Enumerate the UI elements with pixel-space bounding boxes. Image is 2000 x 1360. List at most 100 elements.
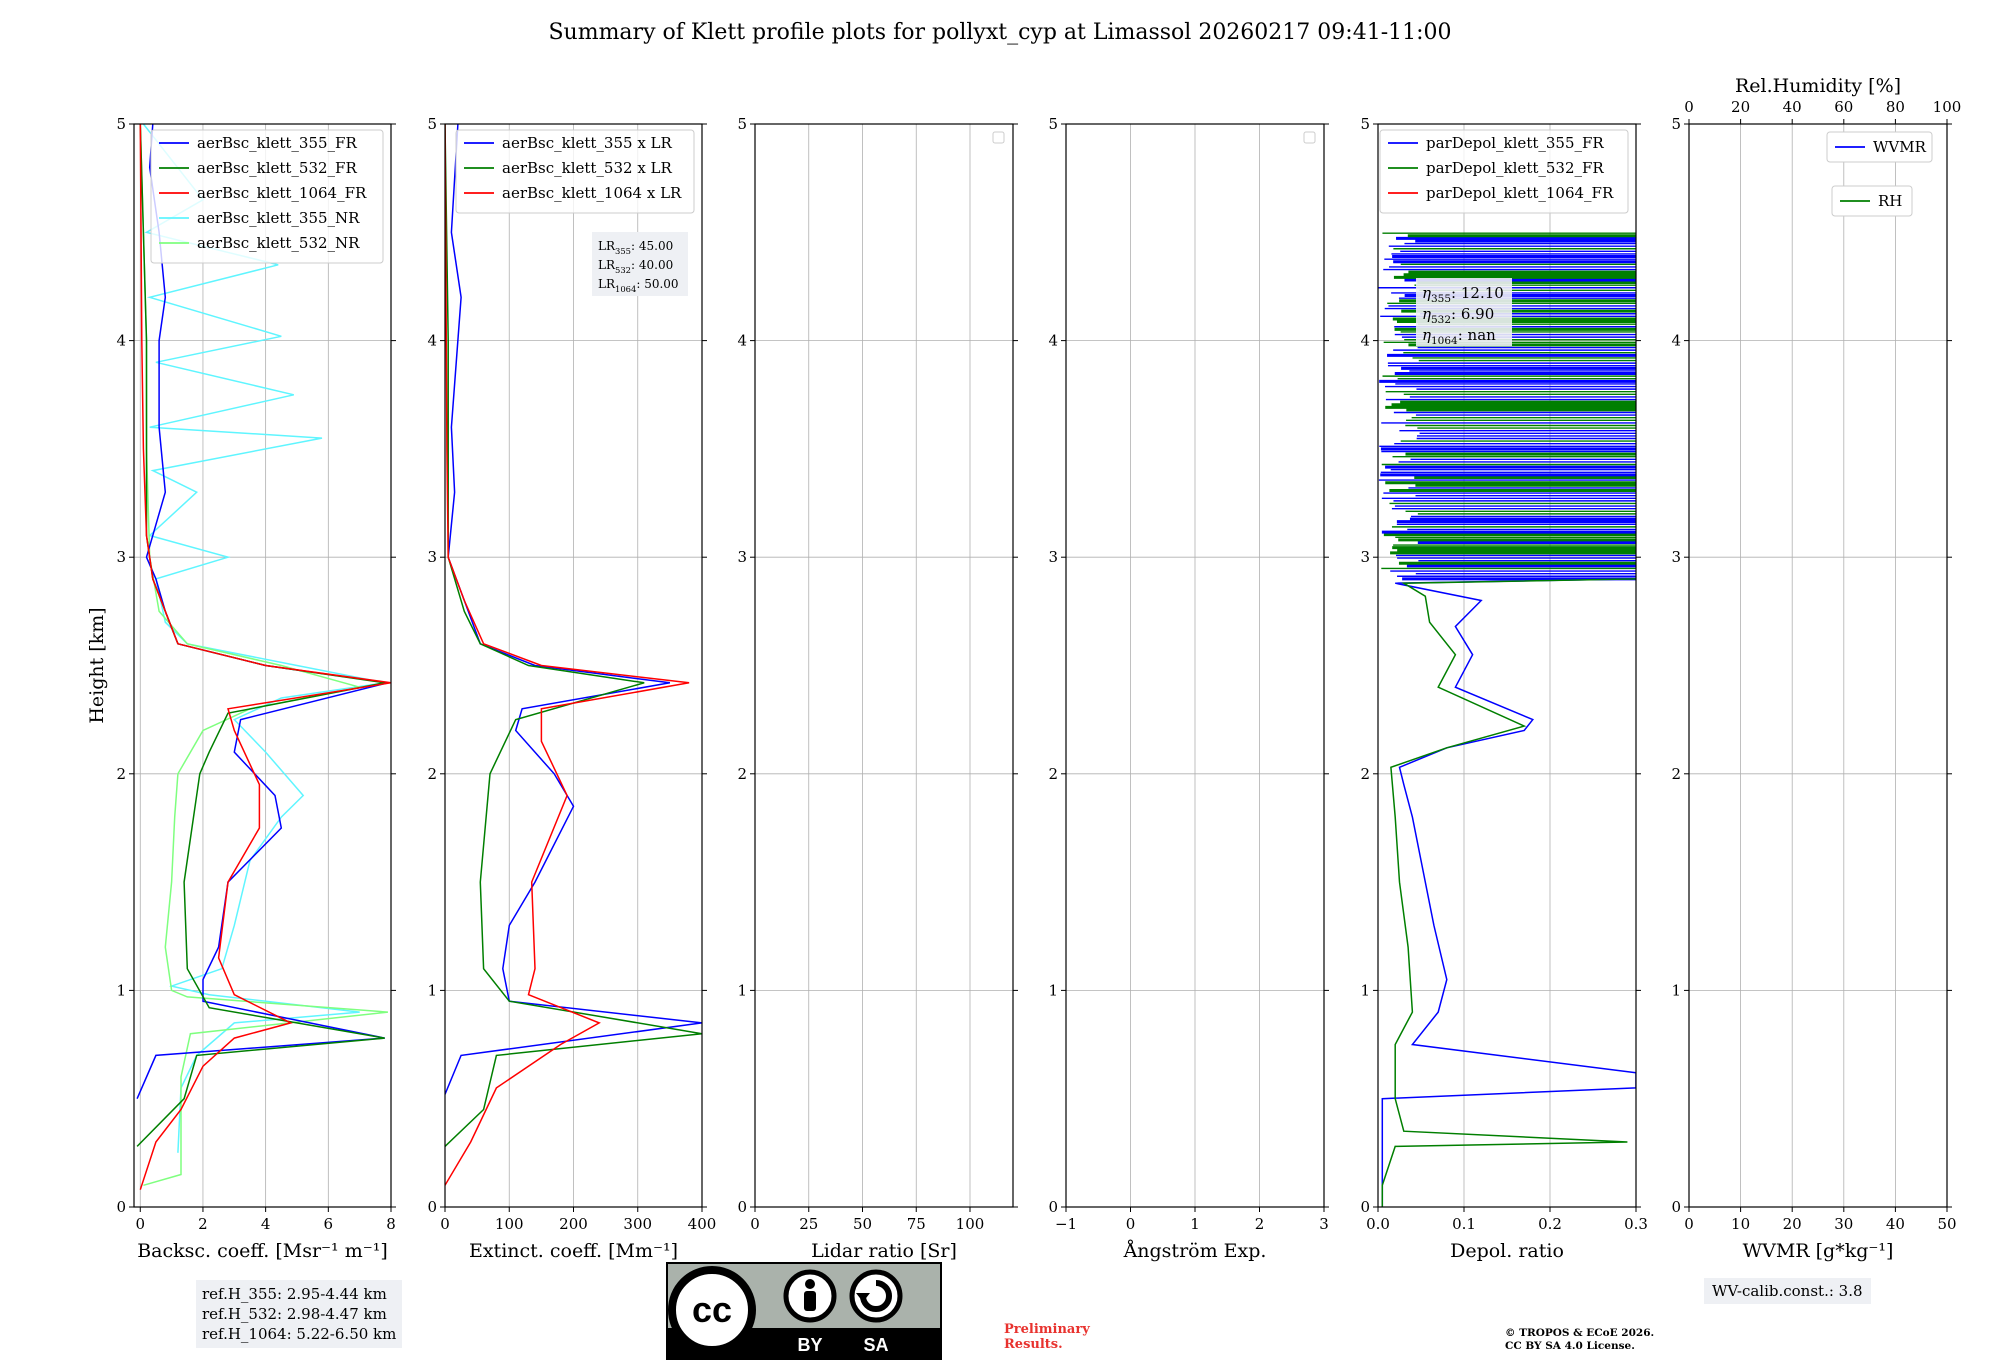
top-x-tick-label: 80	[1886, 98, 1905, 116]
x-tick-label: 50	[1937, 1215, 1956, 1233]
y-tick-label: 1	[116, 981, 126, 999]
x-tick-label: 2	[198, 1215, 208, 1233]
x-tick-label: 0	[135, 1215, 145, 1233]
sa-label: SA	[863, 1335, 888, 1355]
panel-bsc: 0 2 4 6 8 0 1 2 3 4 5 Backsc. coeff. [Msr⁻¹ m⁻¹] Hei…	[86, 115, 396, 1262]
legend-label: aerBsc_klett_355_FR	[197, 134, 357, 152]
copyright-note: © TROPOS & ECoE 2026. CC BY SA 4.0 Licen…	[1505, 1327, 1654, 1353]
x-tick-label: 0.3	[1624, 1215, 1648, 1233]
plot-area	[1378, 232, 1636, 1207]
x-axis-label: Lidar ratio [Sr]	[811, 1240, 957, 1262]
legend-label: WVMR	[1873, 138, 1927, 156]
y-tick-label: 3	[1360, 548, 1370, 566]
x-tick-label: 2	[1255, 1215, 1265, 1233]
legend-box	[1379, 129, 1629, 214]
y-tick-label: 0	[1671, 1198, 1681, 1216]
y-tick-label: 2	[1360, 765, 1370, 783]
x-tick-label: 6	[324, 1215, 334, 1233]
y-tick-label: 1	[1360, 981, 1370, 999]
top-x-tick-label: 40	[1783, 98, 1802, 116]
y-tick-label: 4	[737, 332, 747, 350]
lidar-ratio-value: LR1064: 50.00	[598, 277, 679, 294]
y-tick-label: 4	[116, 332, 126, 350]
preliminary-note: Preliminary Results.	[1004, 1322, 1090, 1352]
x-tick-label: 10	[1731, 1215, 1750, 1233]
x-tick-label: 40	[1886, 1215, 1905, 1233]
wv-calibration-box: WV-calib.const.: 3.8	[1704, 1278, 1871, 1304]
plot-area	[136, 124, 391, 1190]
x-tick-label: 25	[799, 1215, 818, 1233]
x-tick-label: 0.2	[1538, 1215, 1562, 1233]
y-tick-label: 4	[427, 332, 437, 350]
empty-legend-box	[992, 131, 1005, 144]
top-x-tick-label: 20	[1731, 98, 1750, 116]
x-tick-label: 0	[750, 1215, 760, 1233]
legend: aerBsc_klett_355_FR aerBsc_klett_532_FRae…	[150, 129, 384, 264]
legend-box	[1831, 185, 1913, 217]
y-tick-label: 3	[737, 548, 747, 566]
legend-wvmr: WVMR	[1826, 131, 1933, 163]
annotation-box	[592, 232, 688, 296]
axes-frame	[1377, 123, 1637, 1208]
x-axis-label: Depol. ratio	[1450, 1240, 1564, 1262]
x-tick-label: 400	[688, 1215, 717, 1233]
legend: aerBsc_klett_355 x LR aerBsc_klett_532 x …	[455, 129, 695, 214]
legend: parDepol_klett_355_FR parDepol_klett_532_…	[1379, 129, 1629, 214]
y-tick-label: 4	[1048, 332, 1058, 350]
x-axis-label: Backsc. coeff. [Msr⁻¹ m⁻¹]	[137, 1240, 388, 1262]
series-line-aerBsc_klett_355_NR	[142, 124, 385, 1153]
y-tick-label: 3	[1671, 548, 1681, 566]
y-tick-label: 5	[1360, 115, 1370, 133]
y-tick-label: 5	[116, 115, 126, 133]
axes-frame	[133, 123, 392, 1208]
x-tick-label: 0.1	[1452, 1215, 1476, 1233]
x-tick-label: 100	[956, 1215, 985, 1233]
top-x-tick-label: 60	[1834, 98, 1853, 116]
x-tick-label: 4	[261, 1215, 271, 1233]
x-tick-label: 0.0	[1366, 1215, 1390, 1233]
panel-depol: 0.0 0.1 0.2 0.3 0 1 2 3 4 5 Depol. ratio parDepol_k…	[1360, 115, 1647, 1262]
copyright-line-2: CC BY SA 4.0 License.	[1505, 1340, 1635, 1352]
lidar-ratio-value: LR355: 45.00	[598, 239, 673, 256]
x-tick-label: 300	[623, 1215, 652, 1233]
top-x-tick-label: 100	[1933, 98, 1962, 116]
legend-label: aerBsc_klett_355 x LR	[502, 134, 673, 152]
y-tick-label: 2	[427, 765, 437, 783]
legend-label: aerBsc_klett_532 x LR	[502, 159, 673, 177]
x-tick-label: 8	[386, 1215, 396, 1233]
series-line-aerBsc_klett_1064 x LR	[445, 124, 690, 1186]
annotation-box	[1416, 278, 1512, 346]
x-tick-label: 75	[907, 1215, 926, 1233]
ref-height-532: ref.H_532: 2.98-4.47 km	[202, 1305, 387, 1323]
y-tick-label: 0	[116, 1198, 126, 1216]
eta-value: η532: 6.90	[1422, 305, 1494, 326]
x-axis-label: Ångström Exp.	[1123, 1240, 1267, 1262]
legend-label: aerBsc_klett_532_FR	[197, 159, 357, 177]
y-tick-label: 3	[116, 548, 126, 566]
legend-label: parDepol_klett_355_FR	[1426, 134, 1604, 152]
y-tick-label: 4	[1671, 332, 1681, 350]
y-tick-label: 5	[427, 115, 437, 133]
preliminary-line-2: Results.	[1004, 1337, 1063, 1352]
ref-height-1064: ref.H_1064: 5.22-6.50 km	[202, 1325, 397, 1343]
y-tick-label: 4	[1360, 332, 1370, 350]
x-tick-label: 200	[559, 1215, 588, 1233]
y-tick-label: 0	[737, 1198, 747, 1216]
y-tick-label: 5	[737, 115, 747, 133]
series-line-parDepol_klett_355_FR	[1381, 578, 1636, 1207]
legend-label: aerBsc_klett_1064 x LR	[502, 184, 682, 202]
axes-frame	[1688, 123, 1948, 1208]
y-tick-label: 0	[427, 1198, 437, 1216]
cc-logo-icon	[668, 1266, 756, 1354]
ref-height-355: ref.H_355: 2.95-4.44 km	[202, 1285, 387, 1303]
x-tick-label: 0	[440, 1215, 450, 1233]
lidar-ratio-annotation: LR355: 45.00 LR532: 40.00 LR1064: 50.00	[592, 232, 688, 296]
y-tick-label: 1	[1048, 981, 1058, 999]
x-tick-label: 100	[495, 1215, 524, 1233]
y-tick-label: 5	[1671, 115, 1681, 133]
x-axis-label: Extinct. coeff. [Mm⁻¹]	[469, 1240, 678, 1262]
series-line-aerBsc_klett_532_FR	[136, 124, 385, 1147]
legend-box	[150, 129, 384, 264]
